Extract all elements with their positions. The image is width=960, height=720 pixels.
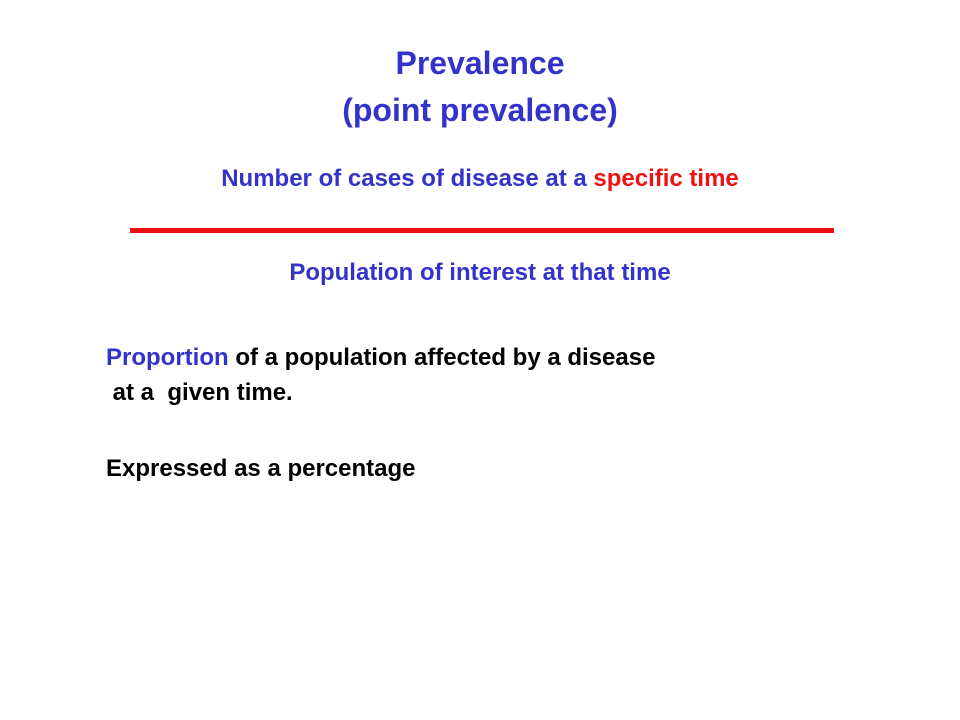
expression-note: Expressed as a percentage xyxy=(106,455,416,482)
definition-line-1: Proportion of a population affected by a… xyxy=(106,341,655,375)
numerator-highlight: specific time xyxy=(593,165,739,192)
slide-title: Prevalence xyxy=(395,45,565,81)
numerator-text: Number of cases of disease at a xyxy=(221,165,594,192)
fraction-bar xyxy=(130,228,834,233)
fraction-denominator: Population of interest at that time xyxy=(289,259,671,286)
definition-line-2: at a given time. xyxy=(106,379,293,406)
definition-keyword: Proportion xyxy=(106,344,229,371)
slide-subtitle: (point prevalence) xyxy=(342,92,618,128)
definition-text: of a population affected by a disease xyxy=(228,344,656,371)
fraction-numerator: Number of cases of disease at a specific… xyxy=(0,164,960,194)
